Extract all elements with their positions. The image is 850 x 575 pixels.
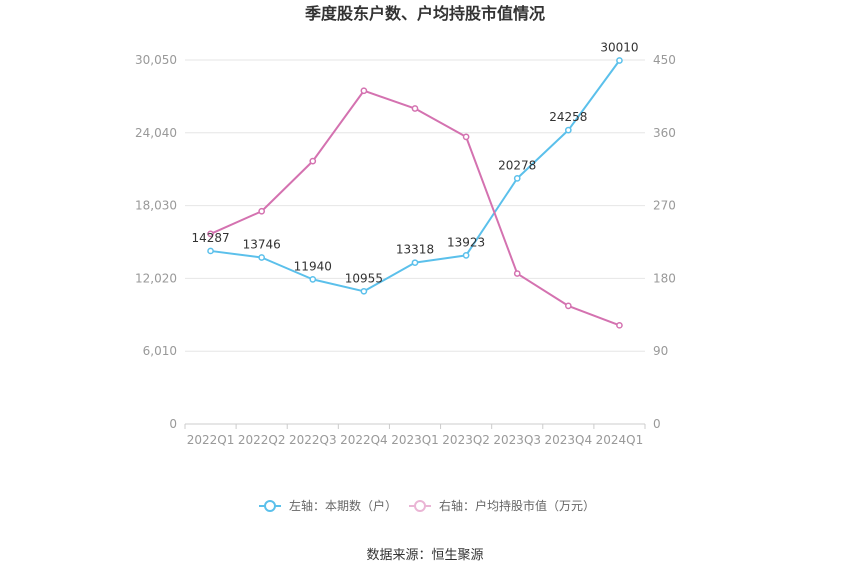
legend-item-2: 右轴：户均持股市值（万元） <box>409 498 595 513</box>
series-1-point <box>360 287 368 295</box>
grid-lines <box>185 59 645 352</box>
series-lines <box>207 57 623 329</box>
x-axis-tick-label: 2023Q4 <box>545 433 593 447</box>
legend-label: 右轴：户均持股市值（万元） <box>439 498 595 513</box>
data-label: 30010 <box>600 40 638 54</box>
right-axis-tick-label: 450 <box>653 53 676 67</box>
data-label: 11940 <box>294 259 332 273</box>
data-label: 24258 <box>549 110 587 124</box>
series-2-point <box>258 207 266 215</box>
right-axis-tick-label: 180 <box>653 271 676 285</box>
data-label: 13746 <box>243 237 281 251</box>
legend-item-1: 左轴：本期数（户） <box>259 498 397 513</box>
left-axis-tick-label: 0 <box>169 417 177 431</box>
series-1-point <box>411 259 419 267</box>
left-axis-tick-label: 24,040 <box>135 126 177 140</box>
series-1-point <box>207 247 214 255</box>
x-axis-tick-label: 2022Q2 <box>238 433 286 447</box>
series-2-point <box>564 302 572 310</box>
axes: 0 0 6,010 90 12,020 180 18,030 270 24,040 360 30,0… <box>135 53 676 447</box>
x-axis-tick-label: 2024Q1 <box>596 433 644 447</box>
series-2-point <box>462 133 470 141</box>
data-label: 13923 <box>447 235 485 249</box>
left-axis-tick-label: 6,010 <box>143 344 177 358</box>
x-axis-tick-label: 2023Q1 <box>391 433 439 447</box>
right-axis-tick-label: 270 <box>653 199 676 213</box>
legend-marker-point <box>264 500 276 512</box>
x-axis-tick-label: 2022Q3 <box>289 433 337 447</box>
left-axis-tick-label: 18,030 <box>135 199 177 213</box>
series-1-point <box>564 126 572 134</box>
right-axis-tick-label: 90 <box>653 344 668 358</box>
right-axis-tick-label: 0 <box>653 417 661 431</box>
source-note: 数据来源：恒生聚源 <box>366 548 483 563</box>
data-labels: 14287 13746 11940 10955 13318 13923 20278 24258… <box>191 40 638 285</box>
series-2-point <box>207 230 214 238</box>
series-1-point <box>616 57 623 64</box>
chart-title: 季度股东户数、户均持股市值情况 <box>304 4 545 23</box>
legend-label: 左轴：本期数（户） <box>289 498 397 513</box>
series-2-point <box>616 321 623 329</box>
series-1-point <box>258 254 266 261</box>
x-axis-tick-label: 2023Q2 <box>442 433 490 447</box>
left-axis-tick-label: 12,020 <box>135 271 177 285</box>
series-2-point <box>309 157 317 165</box>
series-line-2 <box>210 89 620 327</box>
series-2-point <box>360 87 368 95</box>
series-2-point <box>513 270 521 277</box>
x-axis-tick-label: 2022Q1 <box>187 433 235 447</box>
data-label: 10955 <box>345 271 383 285</box>
x-axis-tick-label: 2022Q4 <box>340 433 388 447</box>
left-axis-tick-label: 30,050 <box>135 53 177 67</box>
x-axis-tick-label: 2023Q3 <box>493 433 541 447</box>
data-label: 14287 <box>191 231 229 245</box>
legend: 左轴：本期数（户） 右轴：户均持股市值（万元） <box>259 498 595 513</box>
series-1-point <box>513 175 521 182</box>
data-label: 20278 <box>498 158 536 172</box>
legend-marker-point <box>414 500 426 512</box>
series-1-point <box>462 251 470 259</box>
data-label: 13318 <box>396 243 434 257</box>
series-1-point <box>309 276 317 283</box>
series-2-point <box>411 105 419 112</box>
right-axis-tick-label: 360 <box>653 126 676 140</box>
